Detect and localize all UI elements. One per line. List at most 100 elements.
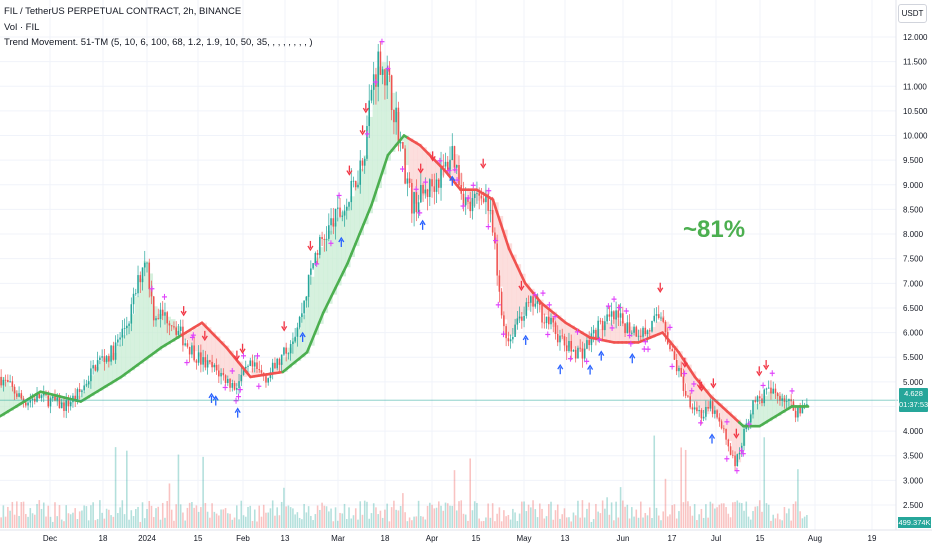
candle-body (756, 396, 759, 402)
trend-line-segment (329, 286, 337, 298)
indicator-legend[interactable]: Trend Movement. 51-TM (5, 10, 6, 100, 68… (4, 37, 313, 48)
candle-body (556, 333, 559, 343)
candle-body (321, 237, 323, 239)
candle-body (550, 317, 552, 325)
sell-arrow-head (307, 245, 314, 252)
trend-line (0, 134, 810, 428)
volume-bar (774, 518, 777, 528)
volume-bar (595, 503, 597, 528)
volume-bar (615, 501, 617, 528)
buy-arrow-head (208, 392, 215, 399)
trend-fill-segment (152, 306, 158, 354)
candle-body (328, 225, 330, 239)
volume-bar (500, 521, 503, 528)
volume-bar (67, 513, 70, 528)
candle-body (393, 110, 395, 123)
candle-body (2, 379, 5, 386)
buy-arrow-head (419, 219, 426, 226)
candle-body (69, 402, 72, 407)
candle-body (47, 395, 50, 407)
volume-bar (177, 454, 180, 528)
volume-bar (357, 519, 359, 528)
volume-bar (123, 514, 126, 528)
currency-button[interactable]: USDT (898, 4, 927, 23)
sell-arrow-head (657, 287, 664, 293)
candle-body (200, 352, 202, 365)
symbol-title[interactable]: FIL / TetherUS PERPETUAL CONTRACT, 2h, B… (4, 6, 242, 17)
buy-arrow-head (449, 175, 456, 182)
candle-body (487, 194, 489, 211)
candle-body (536, 300, 539, 304)
candle-body (411, 183, 413, 214)
candle-body (698, 410, 700, 412)
candle-body (170, 325, 173, 327)
trend-fill-segment (628, 326, 634, 343)
candle-body (622, 313, 624, 324)
volume-bar (202, 456, 204, 528)
volume-legend[interactable]: Vol · FIL (4, 22, 40, 33)
volume-bar (310, 515, 312, 528)
trend-fill-segment (421, 147, 427, 196)
candle-body (119, 337, 121, 340)
candle-body (613, 311, 615, 320)
volume-bar (155, 508, 157, 528)
candle-body (696, 407, 698, 412)
volume-bar (7, 506, 9, 528)
candle-body (7, 379, 9, 382)
candle-body (384, 69, 386, 86)
trend-fill-segment (386, 75, 391, 161)
candle-body (624, 323, 626, 334)
trend-fill-segment (547, 308, 553, 321)
volume-bar (415, 516, 418, 528)
candle-body (132, 293, 135, 305)
volume-bar (637, 517, 640, 528)
candle-body (29, 400, 32, 403)
volume-bar (31, 513, 34, 528)
trend-fill-segment (323, 238, 329, 313)
candle-body (341, 215, 344, 217)
trend-fill-segment (767, 391, 773, 422)
candle-body (554, 322, 557, 334)
volume-bar (384, 509, 386, 528)
volume-bar (81, 510, 83, 528)
trend-fill-segment (103, 358, 109, 388)
volume-bar (381, 517, 384, 528)
volume-bar (604, 508, 606, 528)
volume-bar (754, 506, 757, 528)
trend-fill-segment (175, 326, 180, 340)
trend-fill-segment (246, 371, 252, 373)
candle-body (388, 67, 391, 76)
candle-body (534, 303, 537, 307)
trend-fill-segment (363, 155, 369, 225)
volume-bar (767, 504, 770, 528)
volume-bar (83, 505, 85, 528)
volume-bar (489, 517, 492, 528)
trend-fill-segment (763, 395, 768, 424)
candle-body (664, 321, 667, 333)
candle-body (462, 193, 465, 206)
candle-body (572, 349, 575, 352)
candle-body (334, 208, 337, 227)
candle-body (485, 194, 487, 203)
trend-fill-segment (489, 197, 495, 215)
time-tick-label: Feb (236, 534, 250, 543)
volume-bar (328, 511, 330, 528)
candle-body (296, 327, 299, 337)
volume-bar (785, 513, 788, 528)
trend-fill-segment (659, 316, 665, 334)
candle-body (283, 347, 285, 355)
trend-fill-segment (677, 351, 683, 370)
volume-bar (85, 506, 88, 528)
candle-body (581, 348, 584, 359)
buy-arrow-head (557, 363, 564, 370)
trend-fill-segment (372, 82, 378, 202)
trend-fill-segment (4, 381, 10, 414)
trend-fill-segment (143, 260, 149, 361)
volume-bar (94, 520, 97, 528)
volume-bar (11, 501, 14, 528)
volume-bar (631, 507, 633, 528)
time-tick-label: Jun (617, 534, 630, 543)
time-tick-label: 2024 (138, 534, 156, 543)
volume-bar (370, 513, 373, 528)
